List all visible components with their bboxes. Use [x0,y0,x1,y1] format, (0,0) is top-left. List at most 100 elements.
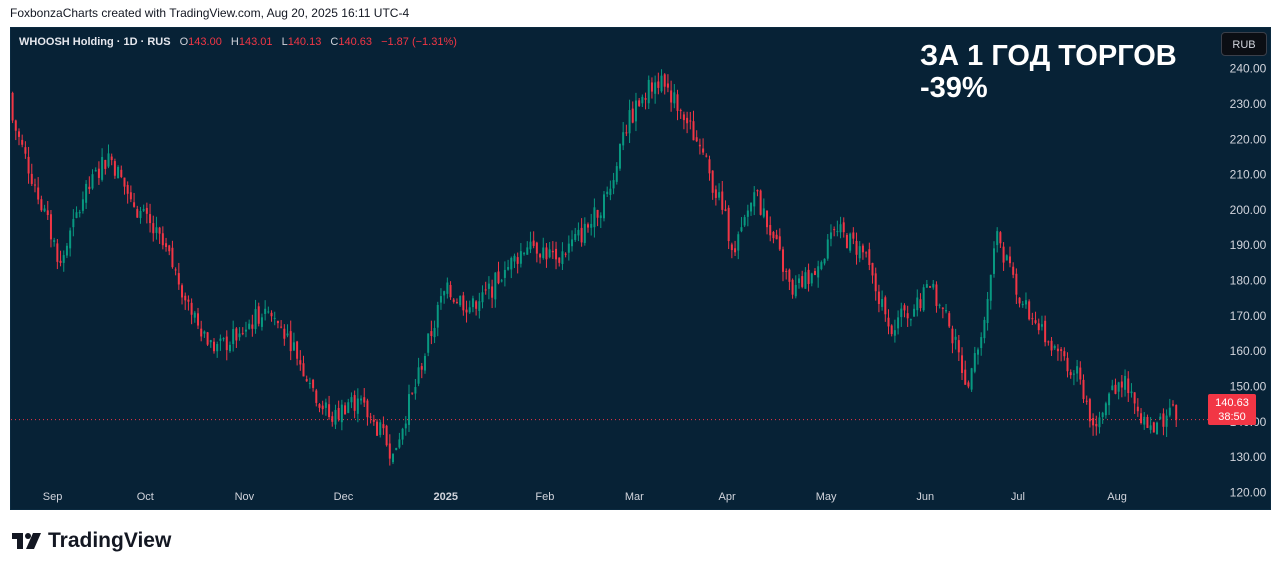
candle-body [567,243,570,253]
candle-body [852,232,855,239]
candle-body [580,227,583,243]
tradingview-brand[interactable]: TradingView [12,529,171,553]
candle-body [244,329,247,332]
y-tick-label: 120.00 [1230,485,1267,499]
candle-body [855,240,858,255]
candle-body [459,295,462,306]
candle-body [321,405,324,410]
candle-body [1136,406,1139,412]
candle-body [737,234,740,251]
chart-area[interactable]: 120.00130.00140.00150.00160.00170.00180.… [10,27,1271,510]
candle-body [542,247,545,258]
candle-body [666,83,669,88]
candle-body [1053,345,1056,349]
candle-body [1037,323,1040,331]
candle-body [414,387,417,394]
candlestick-chart[interactable]: 120.00130.00140.00150.00160.00170.00180.… [11,28,1270,509]
candle-body [1082,379,1085,400]
candle-body [420,366,423,370]
candle-body [916,297,919,311]
candle-body [596,209,599,218]
candle-body [385,425,388,446]
candle-body [487,283,490,289]
candle-body [986,299,989,324]
candle-body [797,278,800,284]
candle-body [94,170,97,172]
candle-body [702,148,705,153]
candle-body [532,240,535,246]
candle-body [372,419,375,422]
y-tick-label: 230.00 [1230,97,1267,111]
candle-body [340,404,343,423]
candle-body [78,212,81,214]
candle-body [216,344,219,352]
y-tick-label: 170.00 [1230,309,1267,323]
candle-body [353,395,356,411]
candle-body [260,317,263,327]
candle-body [91,174,94,189]
candle-body [1133,392,1136,404]
candle-body [922,287,925,311]
candle-body [1175,405,1178,420]
candle-body [791,279,794,295]
candle-body [257,306,260,324]
candle-body [519,251,522,264]
brand-name: TradingView [48,529,172,552]
candle-body [1018,297,1021,304]
candle-body [845,234,848,249]
candle-body [571,239,574,247]
candle-body [663,74,666,87]
candle-body [817,266,820,278]
candle-body [1149,425,1152,430]
candle-body [292,342,295,351]
candle-body [593,207,596,228]
candle-body [462,295,465,311]
candle-body [996,231,999,246]
candle-body [110,156,113,161]
candle-body [27,156,30,174]
candle-body [977,349,980,355]
candle-body [491,286,494,298]
candle-body [235,328,238,341]
candle-body [155,227,158,233]
candle-body [1156,422,1159,435]
candle-body [513,255,516,262]
candle-body [17,131,20,137]
candle-body [913,308,916,317]
x-tick-label: Jun [916,491,934,503]
candle-body [1040,324,1043,327]
candle-body [53,240,56,242]
candle-body [484,289,487,291]
candle-body [14,120,17,131]
candle-body [136,209,139,218]
candle-body [404,423,407,429]
candle-body [609,188,612,195]
candle-body [583,223,586,243]
candle-body [689,120,692,122]
candle-body [318,404,321,408]
candle-body [1047,341,1050,343]
change-value: −1.87 (−1.31%) [381,36,457,48]
candle-body [449,284,452,298]
candle-body [1117,382,1120,392]
candle-body [324,402,327,408]
candle-body [139,210,142,219]
candle-body [951,328,954,344]
candle-body [849,233,852,251]
tradingview-logo-icon [12,533,41,549]
candle-body [356,398,359,414]
candle-body [839,224,842,233]
candle-body [1172,404,1175,406]
candle-body [228,344,231,352]
candle-body [631,108,634,123]
candle-body [673,92,676,104]
candle-body [539,254,542,258]
candle-body [1085,400,1088,402]
candle-body [219,338,222,341]
candle-body [746,210,749,217]
currency-button[interactable]: RUB [1221,32,1267,56]
candle-body [718,192,721,198]
symbol-label[interactable]: WHOOSH Holding · 1D · RUS [19,36,171,48]
candle-body [970,368,973,390]
candle-body [1008,256,1011,264]
